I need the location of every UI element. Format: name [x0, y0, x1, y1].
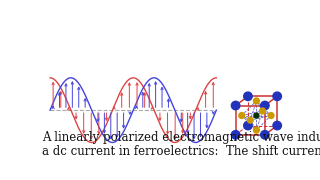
- Circle shape: [244, 121, 252, 130]
- Text: A linearly polarized electromagnetic wave induce: A linearly polarized electromagnetic wav…: [42, 131, 320, 144]
- Circle shape: [260, 108, 266, 114]
- Circle shape: [254, 113, 259, 118]
- Circle shape: [260, 101, 269, 110]
- Circle shape: [273, 121, 281, 130]
- Circle shape: [244, 92, 252, 100]
- Circle shape: [231, 101, 240, 110]
- Circle shape: [268, 113, 274, 118]
- Circle shape: [231, 130, 240, 139]
- Circle shape: [247, 117, 253, 123]
- Circle shape: [239, 113, 245, 118]
- Circle shape: [273, 92, 281, 100]
- Text: a dc current in ferroelectrics:  The shift current: a dc current in ferroelectrics: The shif…: [42, 145, 320, 158]
- Circle shape: [253, 127, 259, 133]
- Circle shape: [260, 130, 269, 139]
- Circle shape: [253, 98, 259, 104]
